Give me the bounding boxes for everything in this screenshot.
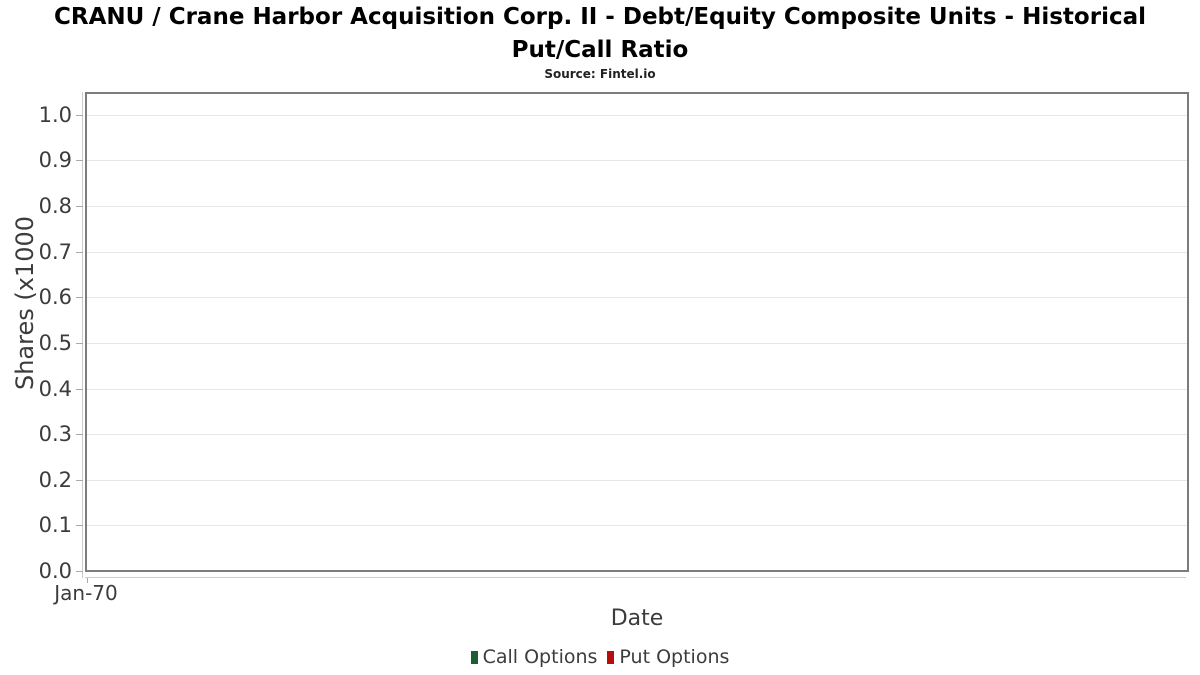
gridline [87, 434, 1187, 435]
x-axis-line [85, 577, 1186, 578]
y-tick-label: 0.7 [38, 240, 72, 264]
y-axis-tick-mark [76, 571, 83, 572]
legend-item: Put Options [607, 646, 729, 668]
chart-title: CRANU / Crane Harbor Acquisition Corp. I… [53, 4, 1146, 63]
plot-area [85, 92, 1189, 572]
gridline [87, 525, 1187, 526]
gridline [87, 206, 1187, 207]
y-tick-label: 0.9 [38, 148, 72, 172]
chart-subtitle: Source: Fintel.io [544, 67, 656, 81]
legend: Call Options Put Options [0, 646, 1200, 668]
legend-swatch-icon [470, 650, 478, 664]
legend-label: Call Options [482, 646, 598, 668]
y-tick-label: 0.4 [38, 377, 72, 401]
y-tick-label: 0.8 [38, 194, 72, 218]
x-axis-tick-mark [87, 578, 88, 583]
x-axis-title: Date [610, 606, 664, 631]
y-axis-line [82, 92, 83, 578]
legend-swatch-icon [607, 650, 615, 664]
y-axis-tick-mark [76, 206, 83, 207]
y-tick-label: 0.1 [38, 513, 72, 537]
gridline [87, 343, 1187, 344]
y-axis-tick-mark [76, 115, 83, 116]
y-axis-tick-mark [76, 434, 83, 435]
y-tick-label: 0.3 [38, 422, 72, 446]
y-axis-tick-mark [76, 480, 83, 481]
legend-item: Call Options [470, 646, 598, 668]
gridline [87, 160, 1187, 161]
y-axis-tick-mark [76, 343, 83, 344]
gridline [87, 389, 1187, 390]
y-tick-label: 1.0 [38, 103, 72, 127]
y-axis-tick-mark [76, 252, 83, 253]
gridline [87, 252, 1187, 253]
y-axis-tick-mark [76, 389, 83, 390]
y-tick-label: 0.0 [38, 559, 72, 583]
gridline [87, 115, 1187, 116]
y-tick-label: 0.2 [38, 468, 72, 492]
y-axis-tick-mark [76, 160, 83, 161]
y-axis-tick-mark [76, 297, 83, 298]
gridline [87, 480, 1187, 481]
legend-label: Put Options [619, 646, 730, 668]
gridline [87, 297, 1187, 298]
y-tick-label: 0.5 [38, 331, 72, 355]
x-tick-label: Jan-70 [54, 581, 118, 605]
y-axis-tick-mark [76, 525, 83, 526]
y-tick-label: 0.6 [38, 285, 72, 309]
